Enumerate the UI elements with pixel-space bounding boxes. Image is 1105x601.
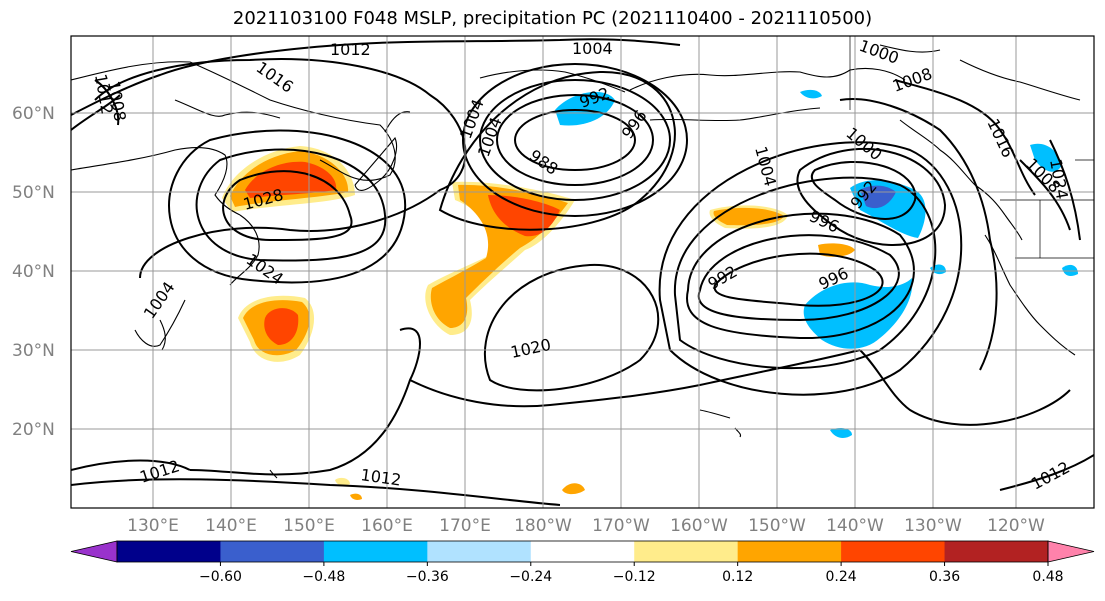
colorbar-tick-label: −0.12	[613, 569, 656, 585]
lon-label: 180°W	[514, 516, 572, 536]
colorbar-tick-label: −0.36	[406, 569, 449, 585]
colorbar-swatch	[634, 541, 739, 562]
lon-label: 120°W	[987, 516, 1045, 536]
colorbar-swatch	[427, 541, 532, 562]
lon-label: 140°E	[205, 516, 257, 536]
lat-label: 20°N	[12, 420, 55, 440]
colorbar-tick-label: 0.24	[826, 569, 857, 585]
colorbar-swatch	[530, 541, 635, 562]
lon-label: 160°W	[670, 516, 728, 536]
lon-label: 150°E	[283, 516, 335, 536]
colorbar-swatch	[323, 541, 428, 562]
lat-label: 30°N	[12, 341, 55, 361]
longitude-axis: 130°E 140°E 150°E 160°E 170°E 180°W 170°…	[127, 516, 1045, 536]
colorbar: −0.60 −0.48 −0.36 −0.24 −0.12 0.12 0.24 0.36 0.4…	[70, 540, 1095, 585]
lon-label: 160°E	[361, 516, 413, 536]
contour-label: 1012	[330, 40, 371, 59]
map-border	[70, 35, 1095, 509]
colorbar-swatch	[220, 541, 325, 562]
colorbar-extend-low	[70, 540, 118, 563]
colorbar-border	[116, 540, 1049, 563]
lon-label: 170°W	[592, 516, 650, 536]
colorbar-swatch	[737, 541, 842, 562]
coastlines	[71, 44, 1081, 479]
lon-label: 130°W	[904, 516, 962, 536]
colorbar-swatch	[117, 541, 221, 562]
colorbar-tick-label: −0.24	[509, 569, 552, 585]
colorbar-tick-label: 0.12	[722, 569, 753, 585]
lon-label: 150°W	[748, 516, 806, 536]
borders	[849, 36, 1094, 259]
lat-label: 40°N	[12, 262, 55, 282]
colorbar-extend-high	[1047, 540, 1095, 563]
lon-label: 170°E	[439, 516, 491, 536]
latitude-axis: 60°N 50°N 40°N 30°N 20°N	[12, 104, 55, 440]
graticule	[71, 36, 1094, 508]
map-title: 2021103100 F048 MSLP, precipitation PC (…	[232, 8, 873, 29]
colorbar-tick-label: −0.48	[302, 569, 345, 585]
lon-label: 130°E	[127, 516, 179, 536]
lat-label: 60°N	[12, 104, 55, 124]
colorbar-tick-label: 0.36	[929, 569, 960, 585]
colorbar-tick-label: −0.60	[199, 569, 242, 585]
lon-label: 140°W	[826, 516, 884, 536]
colorbar-swatch	[841, 541, 946, 562]
lat-label: 50°N	[12, 183, 55, 203]
colorbar-swatch	[944, 541, 1049, 562]
contour-label: 1004	[572, 39, 613, 58]
colorbar-tick-label: 0.48	[1032, 569, 1063, 585]
